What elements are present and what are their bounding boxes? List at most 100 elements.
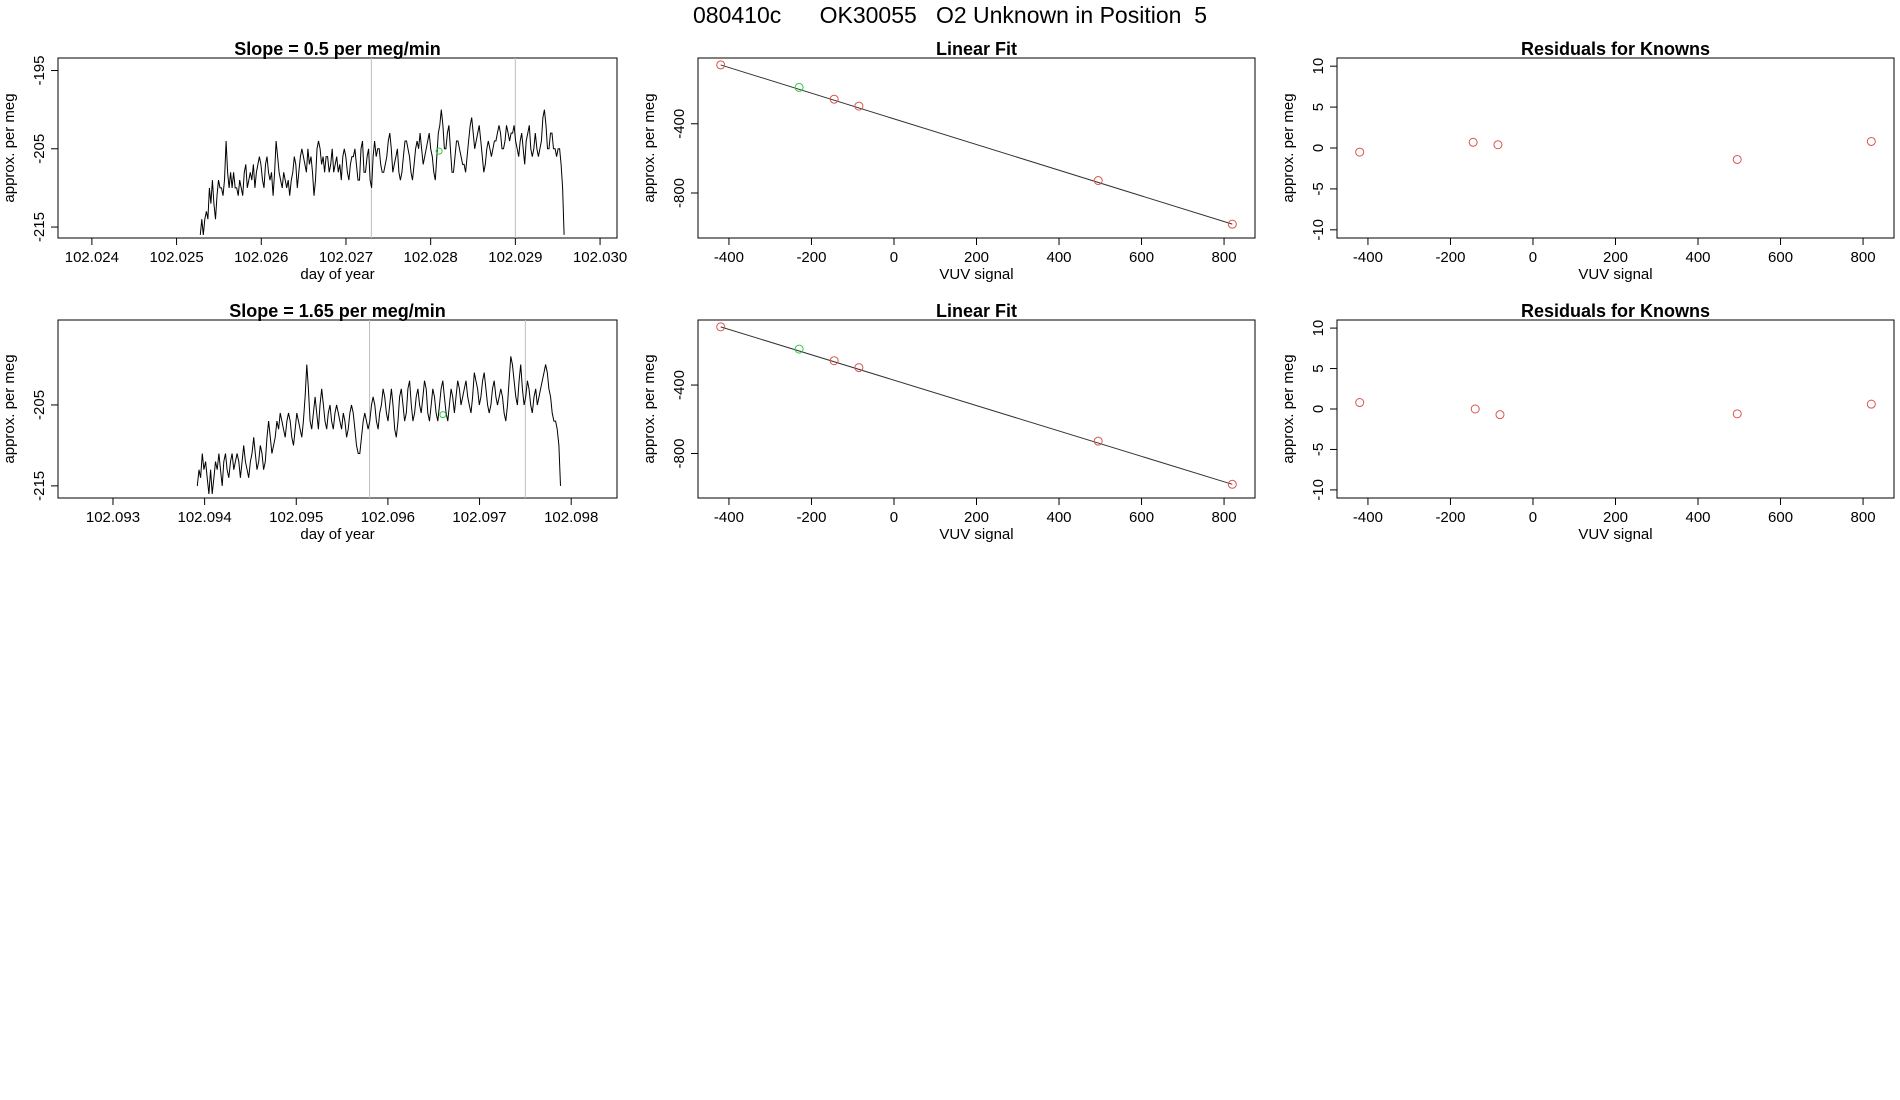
known-point <box>1493 140 1503 150</box>
x-tick-label: 400 <box>1686 249 1711 266</box>
x-tick-label: -200 <box>796 509 826 526</box>
y-tick-label: -215 <box>31 212 48 242</box>
y-tick-label: -10 <box>1310 479 1327 501</box>
series-line <box>199 109 565 235</box>
known-point <box>1355 398 1365 408</box>
chart-title: Residuals for Knowns <box>1521 39 1710 59</box>
known-point <box>1495 410 1505 420</box>
known-point <box>1866 399 1876 409</box>
known-point <box>1355 147 1365 157</box>
known-point <box>829 94 839 104</box>
y-tick-label: -400 <box>671 370 688 400</box>
x-axis-label: VUV signal <box>1578 266 1652 283</box>
plot-frame <box>57 57 618 239</box>
y-tick-label: 10 <box>1310 58 1327 75</box>
series-line <box>196 356 561 495</box>
known-point <box>716 60 726 70</box>
x-tick-label: 400 <box>1686 509 1711 526</box>
fit-line <box>720 64 1233 225</box>
chart-panel-3: Residuals for Knowns -400 -200 0 200 400 600 80… <box>1280 39 1895 283</box>
plot-frame <box>1336 319 1895 499</box>
x-tick-label: 102.094 <box>178 509 232 526</box>
y-tick-label: 0 <box>1310 405 1327 413</box>
x-tick-label: 600 <box>1129 249 1154 266</box>
x-tick-label: -200 <box>1435 509 1465 526</box>
known-point <box>829 356 839 366</box>
y-tick-label: -215 <box>31 471 48 501</box>
unknown-point <box>794 82 804 92</box>
x-tick-label: 200 <box>1603 509 1628 526</box>
x-tick-label: 102.093 <box>86 509 140 526</box>
y-tick-label: -400 <box>671 109 688 139</box>
x-tick-label: -400 <box>1353 249 1383 266</box>
x-tick-label: 600 <box>1768 509 1793 526</box>
y-tick-label: -800 <box>671 178 688 208</box>
x-tick-label: 102.030 <box>573 249 627 266</box>
y-axis-label: approx. per meg <box>641 93 658 202</box>
y-tick-label: 10 <box>1310 320 1327 337</box>
x-axis-label: day of year <box>300 266 374 283</box>
chart-panel-2: Linear Fit -400 -200 0 200 400 600 800 VUV signa… <box>641 39 1256 283</box>
plot-area <box>1355 136 1876 164</box>
chart-panel-4: Slope = 1.65 per meg/min 102.093 102.094 10… <box>1 301 618 543</box>
y-tick-label: 5 <box>1310 364 1327 372</box>
known-point <box>1732 154 1742 164</box>
x-tick-label: 0 <box>1529 249 1537 266</box>
x-tick-label: 800 <box>1851 509 1876 526</box>
chart-title: Linear Fit <box>936 39 1017 59</box>
chart-title: Residuals for Knowns <box>1521 301 1710 321</box>
y-tick-label: 5 <box>1310 103 1327 111</box>
plot-area <box>196 320 561 498</box>
chart-title: Slope = 1.65 per meg/min <box>229 301 446 321</box>
y-axis-label: approx. per meg <box>1 354 18 463</box>
known-point <box>1093 176 1103 186</box>
y-tick-label: -5 <box>1310 443 1327 456</box>
x-tick-label: 200 <box>1603 249 1628 266</box>
chart-panel-6: Residuals for Knowns -400 -200 0 200 400 600 80… <box>1280 301 1895 543</box>
known-point <box>1093 436 1103 446</box>
x-tick-label: 102.026 <box>234 249 288 266</box>
plot-frame <box>697 57 1256 239</box>
unknown-marker <box>439 411 447 419</box>
x-tick-label: 400 <box>1047 249 1072 266</box>
known-point <box>1732 409 1742 419</box>
y-axis-label: approx. per meg <box>641 354 658 463</box>
known-point <box>1227 219 1237 229</box>
x-tick-label: 102.025 <box>149 249 203 266</box>
known-point <box>1470 404 1480 414</box>
x-tick-label: 102.097 <box>452 509 506 526</box>
chart-title: Slope = 0.5 per meg/min <box>234 39 441 59</box>
x-tick-label: -400 <box>1353 509 1383 526</box>
x-tick-label: 102.095 <box>269 509 323 526</box>
plot-area <box>199 58 565 238</box>
x-tick-label: 102.029 <box>488 249 542 266</box>
x-tick-label: 0 <box>890 509 898 526</box>
y-axis-label: approx. per meg <box>1280 93 1297 202</box>
chart-panel-5: Linear Fit -400 -200 0 200 400 600 800 VUV signa… <box>641 301 1256 543</box>
plot-frame <box>697 319 1256 499</box>
figure-title: 080410c OK30055 O2 Unknown in Position 5 <box>693 2 1207 28</box>
chart-panel-1: Slope = 0.5 per meg/min 102.024 102.025 102… <box>1 39 627 283</box>
x-tick-label: 102.027 <box>319 249 373 266</box>
x-axis-label: VUV signal <box>1578 526 1652 543</box>
known-point <box>854 101 864 111</box>
x-tick-label: 200 <box>964 249 989 266</box>
x-tick-label: 800 <box>1212 509 1237 526</box>
y-axis-label: approx. per meg <box>1280 354 1297 463</box>
unknown-marker <box>435 147 443 155</box>
x-tick-label: -200 <box>1435 249 1465 266</box>
x-tick-label: 400 <box>1047 509 1072 526</box>
plot-area <box>716 322 1237 489</box>
y-tick-label: -10 <box>1310 219 1327 241</box>
x-tick-label: 0 <box>890 249 898 266</box>
x-tick-label: 600 <box>1129 509 1154 526</box>
unknown-point <box>794 344 804 354</box>
known-point <box>716 322 726 332</box>
plot-frame <box>1336 57 1895 239</box>
x-tick-label: 102.096 <box>361 509 415 526</box>
y-tick-label: -195 <box>31 56 48 86</box>
x-tick-label: -400 <box>714 249 744 266</box>
y-tick-label: -205 <box>31 134 48 164</box>
x-tick-label: 102.024 <box>65 249 119 266</box>
